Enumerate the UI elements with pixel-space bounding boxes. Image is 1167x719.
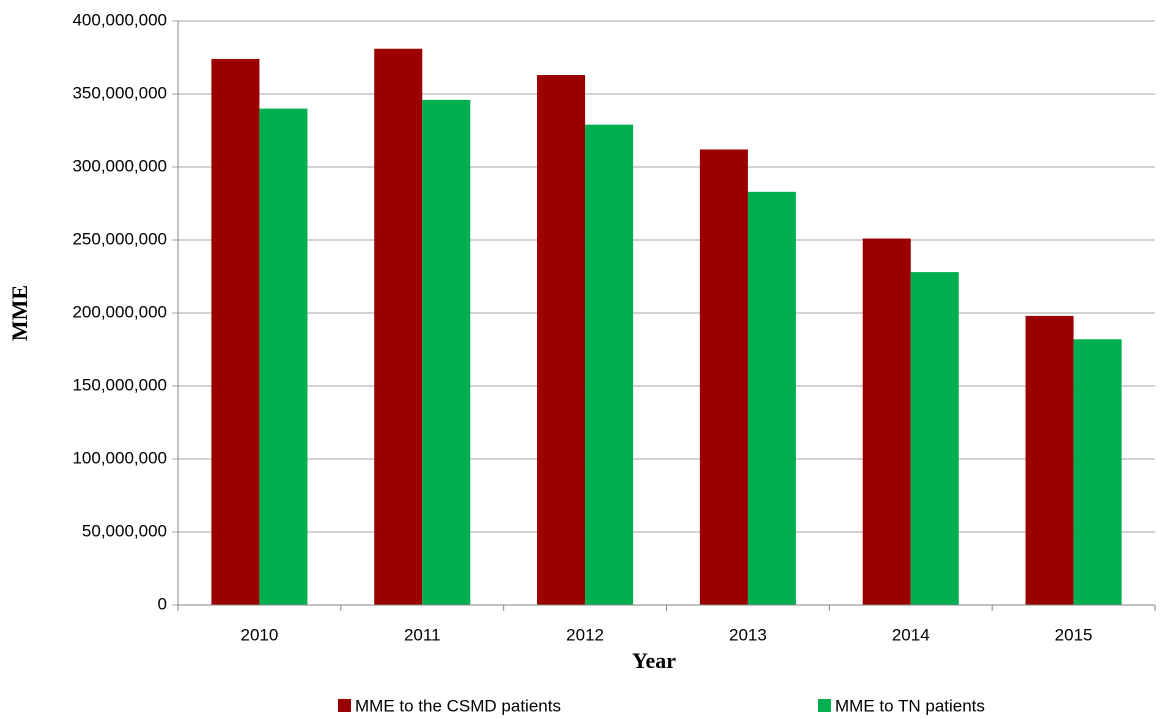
legend-swatch (818, 699, 831, 712)
bar (374, 48, 423, 606)
y-tick-label: 300,000,000 (72, 156, 167, 175)
bar (259, 108, 308, 605)
y-tick-label: 50,000,000 (82, 521, 167, 540)
legend-label: MME to the CSMD patients (355, 696, 561, 715)
legend-label: MME to TN patients (835, 696, 985, 715)
y-tick-label: 150,000,000 (72, 375, 167, 394)
x-axis-label: Year (632, 648, 676, 673)
y-tick-label: 250,000,000 (72, 229, 167, 248)
x-tick-label: 2010 (241, 625, 279, 644)
bar (862, 238, 911, 606)
bar (537, 75, 586, 605)
x-tick-label: 2014 (892, 625, 930, 644)
bar (699, 149, 748, 606)
bar (747, 191, 796, 605)
x-tick-label: 2012 (566, 625, 604, 644)
bar (910, 272, 959, 605)
y-tick-label: 400,000,000 (72, 10, 167, 29)
x-tick-label: 2015 (1055, 625, 1093, 644)
bar (1073, 339, 1122, 605)
y-tick-label: 0 (158, 594, 167, 613)
y-tick-label: 200,000,000 (72, 302, 167, 321)
x-tick-label: 2013 (729, 625, 767, 644)
y-tick-label: 350,000,000 (72, 83, 167, 102)
bar (585, 124, 634, 605)
legend-swatch (338, 699, 351, 712)
y-tick-label: 100,000,000 (72, 448, 167, 467)
bar (211, 58, 260, 605)
y-axis-label: MME (7, 285, 32, 341)
bar (422, 99, 471, 605)
bar (1025, 315, 1074, 605)
x-tick-label: 2011 (404, 625, 441, 644)
